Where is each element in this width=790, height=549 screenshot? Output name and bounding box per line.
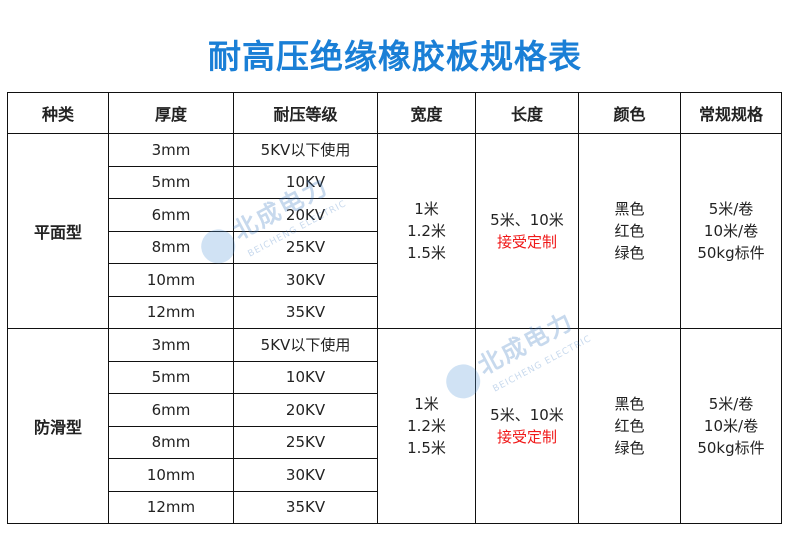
color-cell-line: 绿色 xyxy=(614,244,645,262)
thickness-cell: 8mm xyxy=(108,230,234,264)
thickness-cell: 12mm xyxy=(108,295,234,329)
thickness-cell: 6mm xyxy=(108,393,234,427)
header-type: 种类 xyxy=(7,92,109,134)
header-length: 长度 xyxy=(475,92,579,134)
table-row: 10mm 30KV xyxy=(8,458,782,492)
voltage-cell: 20KV xyxy=(233,198,378,232)
width-cell-line: 1米 xyxy=(414,395,439,413)
voltage-cell: 10KV xyxy=(233,165,378,199)
table-row: 8mm 25KV xyxy=(8,425,782,459)
table-row: 6mm 20KV xyxy=(8,393,782,427)
spec-cell-line: 50kg标件 xyxy=(697,439,765,457)
table-row: 8mm 25KV xyxy=(8,230,782,264)
width-cell: 1米 1.2米 1.5米 xyxy=(377,328,476,524)
width-cell-line: 1.5米 xyxy=(407,439,446,457)
length-cell: 5米、10米 接受定制 xyxy=(475,133,579,329)
spec-cell-line: 10米/卷 xyxy=(703,417,759,435)
table-row: 12mm 35KV xyxy=(8,490,782,524)
table-row: 5mm 10KV xyxy=(8,165,782,199)
spec-cell-line: 5米/卷 xyxy=(708,395,754,413)
header-color: 颜色 xyxy=(578,92,681,134)
header-voltage: 耐压等级 xyxy=(233,92,378,134)
header-width: 宽度 xyxy=(377,92,476,134)
color-cell-line: 红色 xyxy=(614,222,645,240)
voltage-cell: 20KV xyxy=(233,393,378,427)
voltage-cell: 30KV xyxy=(233,458,378,492)
color-cell: 黑色 红色 绿色 xyxy=(578,133,681,329)
custom-note: 接受定制 xyxy=(496,233,557,251)
voltage-cell: 35KV xyxy=(233,295,378,329)
width-cell-line: 1.2米 xyxy=(407,417,446,435)
table-row: 6mm 20KV xyxy=(8,198,782,232)
thickness-cell: 12mm xyxy=(108,490,234,524)
thickness-cell: 3mm xyxy=(108,328,234,362)
thickness-cell: 10mm xyxy=(108,458,234,492)
voltage-cell: 30KV xyxy=(233,263,378,297)
width-cell: 1米 1.2米 1.5米 xyxy=(377,133,476,329)
type-cell: 防滑型 xyxy=(7,328,109,524)
color-cell-line: 绿色 xyxy=(614,439,645,457)
color-cell-line: 黑色 xyxy=(614,200,645,218)
width-cell-line: 1米 xyxy=(414,200,439,218)
spec-cell-line: 5米/卷 xyxy=(708,200,754,218)
spec-table: 种类 厚度 耐压等级 宽度 长度 颜色 常规规格 平面型 3mm 5KV以下使用 1米… xyxy=(7,92,782,524)
thickness-cell: 3mm xyxy=(108,133,234,167)
color-cell-line: 黑色 xyxy=(614,395,645,413)
thickness-cell: 5mm xyxy=(108,165,234,199)
table-row: 平面型 3mm 5KV以下使用 1米 1.2米 1.5米 5米、10米 接受定制 黑色 红色 绿色 5… xyxy=(7,133,782,329)
color-cell-line: 红色 xyxy=(614,417,645,435)
voltage-cell: 25KV xyxy=(233,230,378,264)
table-row: 12mm 35KV xyxy=(8,295,782,329)
header-thickness: 厚度 xyxy=(108,92,234,134)
voltage-cell: 5KV以下使用 xyxy=(233,133,378,167)
voltage-cell: 25KV xyxy=(233,425,378,459)
color-cell: 黑色 红色 绿色 xyxy=(578,328,681,524)
spec-cell: 5米/卷 10米/卷 50kg标件 xyxy=(680,328,782,524)
spec-cell-line: 10米/卷 xyxy=(703,222,759,240)
voltage-cell: 5KV以下使用 xyxy=(233,328,378,362)
header-spec: 常规规格 xyxy=(680,92,782,134)
table-row: 10mm 30KV xyxy=(8,263,782,297)
thickness-cell: 6mm xyxy=(108,198,234,232)
width-cell-line: 1.5米 xyxy=(407,244,446,262)
length-value: 5米、10米 xyxy=(490,211,564,229)
thickness-cell: 10mm xyxy=(108,263,234,297)
thickness-cell: 5mm xyxy=(108,360,234,394)
table-row: 5mm 10KV xyxy=(8,360,782,394)
page-title: 耐高压绝缘橡胶板规格表 xyxy=(208,37,582,76)
type-cell: 平面型 xyxy=(7,133,109,329)
width-cell-line: 1.2米 xyxy=(407,222,446,240)
length-cell: 5米、10米 接受定制 xyxy=(475,328,579,524)
voltage-cell: 10KV xyxy=(233,360,378,394)
thickness-cell: 8mm xyxy=(108,425,234,459)
custom-note: 接受定制 xyxy=(496,428,557,446)
spec-cell-line: 50kg标件 xyxy=(697,244,765,262)
voltage-cell: 35KV xyxy=(233,490,378,524)
table-row: 防滑型 3mm 5KV以下使用 1米 1.2米 1.5米 5米、10米 接受定制 黑色 红色 绿色 5… xyxy=(7,328,782,524)
length-value: 5米、10米 xyxy=(490,406,564,424)
header-row: 种类 厚度 耐压等级 宽度 长度 颜色 常规规格 xyxy=(7,92,782,134)
spec-cell: 5米/卷 10米/卷 50kg标件 xyxy=(680,133,782,329)
